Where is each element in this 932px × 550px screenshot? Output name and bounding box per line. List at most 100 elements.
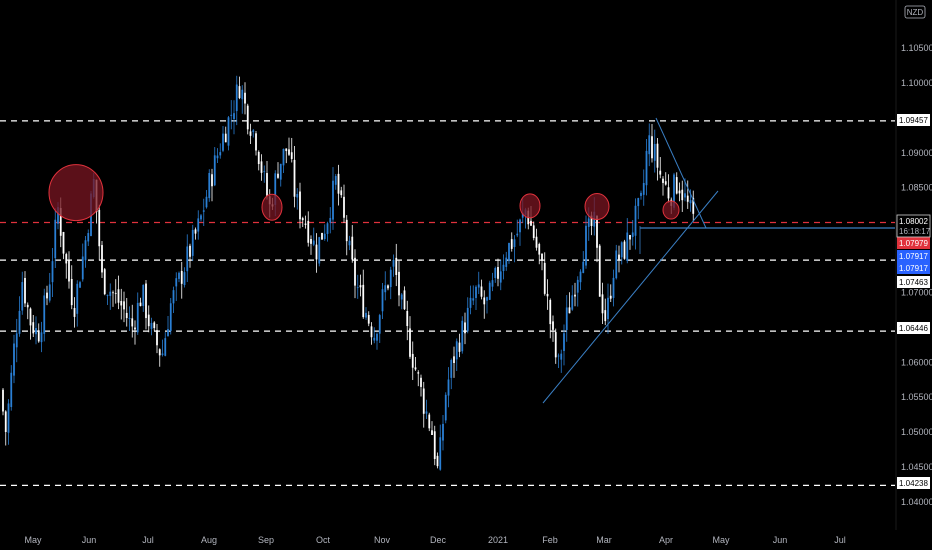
candle bbox=[411, 341, 414, 381]
candle bbox=[37, 323, 40, 343]
candle-body bbox=[183, 272, 186, 286]
candle-body bbox=[175, 278, 178, 287]
candle bbox=[472, 285, 475, 306]
candle bbox=[615, 244, 618, 280]
candle-body bbox=[552, 321, 554, 330]
candle bbox=[607, 283, 609, 334]
candle-body bbox=[123, 301, 125, 310]
candle bbox=[596, 215, 598, 263]
candle bbox=[359, 274, 362, 297]
candle bbox=[304, 215, 307, 229]
price-tick-label: 1.09000 bbox=[901, 148, 932, 158]
candle bbox=[486, 296, 488, 314]
time-axis[interactable]: May Jun Jul Aug Sep Oct Nov Dec 2021 Feb Mar Apr May… bbox=[24, 535, 845, 545]
candle-body bbox=[466, 307, 469, 332]
candle bbox=[634, 198, 637, 250]
candle bbox=[73, 297, 76, 328]
candle bbox=[24, 271, 26, 307]
candle-body bbox=[101, 245, 103, 273]
candle-body bbox=[279, 163, 282, 180]
price-badge: 1.07463 bbox=[897, 276, 930, 288]
candle bbox=[252, 128, 255, 138]
candle-body bbox=[631, 232, 634, 237]
price-badge: 1.06446 bbox=[897, 322, 930, 334]
candle-body bbox=[114, 293, 117, 294]
candle bbox=[692, 190, 695, 222]
candle bbox=[653, 129, 656, 173]
candle-body bbox=[414, 367, 417, 370]
candle-body bbox=[109, 291, 112, 296]
candle bbox=[18, 296, 21, 337]
candle-body bbox=[343, 196, 345, 218]
candle-body bbox=[436, 455, 439, 467]
candle-body bbox=[675, 177, 678, 194]
candle bbox=[266, 161, 268, 200]
candle bbox=[175, 272, 178, 301]
candle-body bbox=[582, 261, 585, 273]
candle bbox=[136, 292, 139, 335]
candle bbox=[425, 399, 428, 420]
candle bbox=[153, 321, 156, 331]
candle bbox=[51, 247, 54, 298]
candle bbox=[7, 399, 10, 445]
candle bbox=[238, 76, 241, 100]
candle bbox=[200, 214, 202, 222]
price-tick-label: 1.07000 bbox=[901, 287, 932, 297]
price-badge-label: 1.06446 bbox=[899, 324, 928, 333]
candle-body bbox=[142, 284, 145, 306]
candle-body bbox=[612, 277, 615, 298]
candle-body bbox=[117, 289, 120, 303]
time-tick-label: Feb bbox=[542, 535, 558, 545]
support-trendline bbox=[542, 190, 719, 404]
time-tick-label: Jun bbox=[82, 535, 97, 545]
candle bbox=[194, 227, 197, 240]
candle-body bbox=[332, 180, 334, 220]
candle bbox=[392, 254, 395, 277]
candle-body bbox=[54, 219, 57, 259]
candle-body bbox=[65, 254, 68, 264]
candle-body bbox=[637, 198, 640, 207]
candle-body bbox=[626, 232, 629, 261]
candle-body bbox=[607, 297, 609, 320]
candle-body bbox=[51, 261, 54, 283]
candle-body bbox=[516, 233, 519, 236]
candle bbox=[230, 100, 233, 130]
currency-badge[interactable]: NZD bbox=[904, 5, 926, 19]
candle bbox=[362, 269, 365, 319]
candle bbox=[131, 304, 134, 338]
candle-body bbox=[136, 302, 139, 333]
candle bbox=[557, 353, 560, 368]
candle bbox=[172, 286, 175, 314]
candle-body bbox=[128, 317, 131, 319]
candle-body bbox=[543, 262, 546, 294]
candle bbox=[249, 123, 252, 145]
candle bbox=[205, 189, 208, 209]
price-badge-label: 1.07979 bbox=[899, 239, 928, 248]
candle-body bbox=[139, 302, 142, 307]
current-price-label: 1.08002 bbox=[899, 217, 928, 226]
candle-body bbox=[450, 359, 453, 378]
candle bbox=[505, 251, 508, 271]
candle bbox=[395, 243, 398, 287]
candle bbox=[675, 172, 678, 195]
candle-body bbox=[453, 356, 455, 363]
candle bbox=[565, 295, 568, 342]
candle-body bbox=[659, 170, 662, 175]
candle bbox=[312, 227, 315, 247]
candle-body bbox=[411, 353, 414, 368]
candle-body bbox=[277, 173, 279, 178]
candle-body bbox=[293, 159, 296, 197]
candle-body bbox=[590, 215, 593, 226]
candle-body bbox=[29, 308, 32, 326]
candle bbox=[549, 298, 552, 339]
candle bbox=[554, 328, 557, 364]
price-axis[interactable]: 1.10500 1.10000 1.09000 1.08500 1.07000 1.060… bbox=[895, 0, 932, 530]
candle-body bbox=[337, 173, 340, 194]
candle bbox=[637, 197, 640, 220]
candle-body bbox=[145, 283, 147, 319]
candle bbox=[332, 167, 334, 230]
candle bbox=[483, 290, 486, 319]
candle bbox=[186, 234, 189, 283]
candle bbox=[139, 297, 142, 307]
